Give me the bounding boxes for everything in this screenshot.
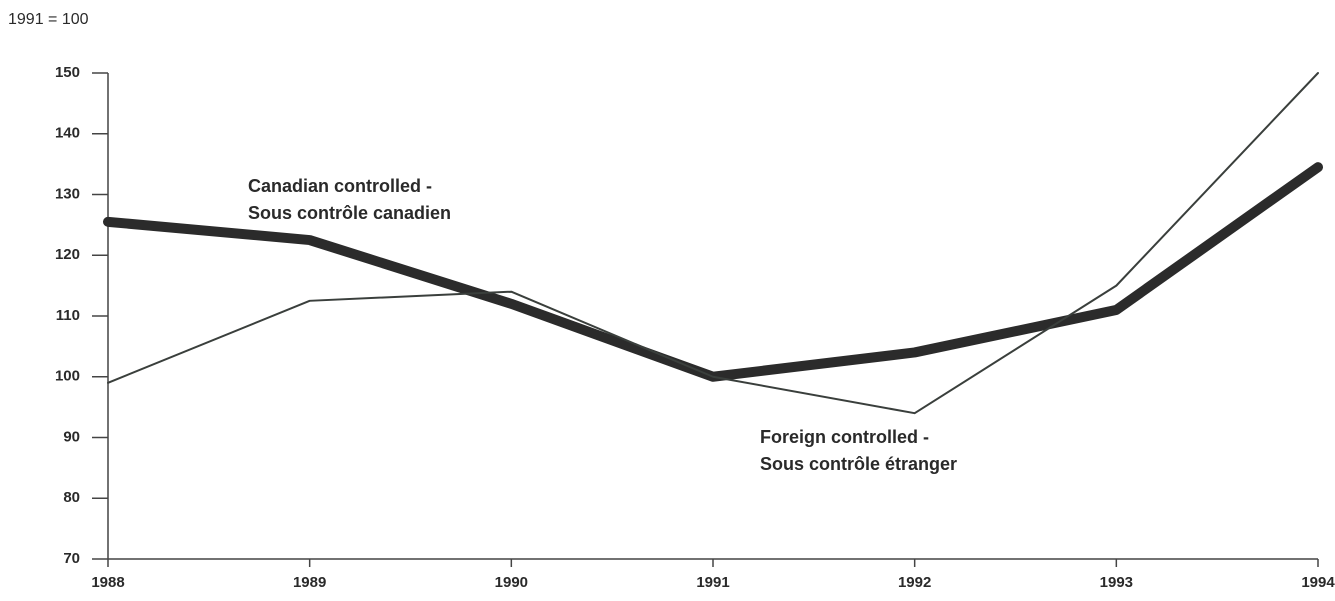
annotation: Foreign controlled - (760, 427, 929, 447)
y-tick-label: 90 (63, 428, 80, 445)
y-tick-label: 130 (55, 185, 80, 202)
y-tick-label: 110 (56, 307, 80, 324)
y-tick-label: 100 (55, 368, 80, 385)
x-tick-label: 1992 (898, 574, 931, 591)
subtitle: 1991 = 100 (8, 11, 89, 28)
x-tick-label: 1990 (495, 574, 528, 591)
y-tick-label: 150 (55, 64, 80, 81)
series-line (103, 162, 1323, 382)
x-tick-label: 1988 (91, 574, 124, 591)
y-tick-label: 70 (63, 550, 80, 567)
x-tick-label: 1989 (293, 574, 326, 591)
y-tick-label: 120 (55, 246, 80, 263)
y-tick-label: 140 (55, 125, 80, 142)
y-tick-label: 80 (63, 489, 80, 506)
x-tick-label: 1993 (1100, 574, 1133, 591)
annotation: Sous contrôle canadien (248, 203, 451, 223)
annotation: Sous contrôle étranger (760, 454, 957, 474)
series-line (107, 72, 1319, 415)
annotation: Canadian controlled - (248, 176, 432, 196)
x-tick-label: 1991 (696, 574, 729, 591)
x-tick-label: 1994 (1301, 574, 1335, 591)
